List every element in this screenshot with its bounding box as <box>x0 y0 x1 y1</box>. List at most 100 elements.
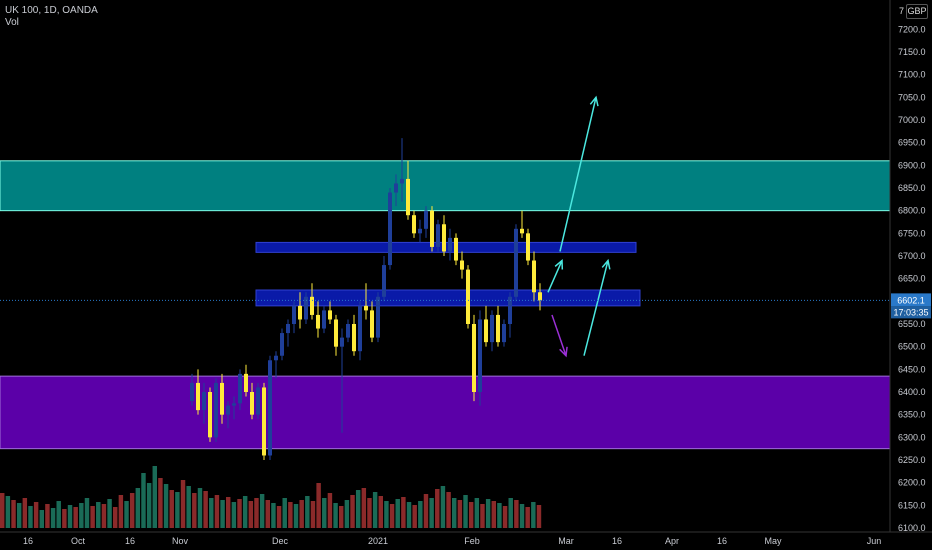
candle-body <box>436 224 440 247</box>
y-tick-label: 6750.0 <box>898 228 926 238</box>
volume-bar <box>480 504 485 528</box>
volume-bar <box>214 495 220 528</box>
candle-body <box>418 228 422 234</box>
volume-bar <box>361 488 367 528</box>
volume-bar <box>282 498 287 528</box>
candle-body <box>238 373 242 404</box>
y-tick-label: 7150.0 <box>898 47 926 57</box>
zone-support <box>0 375 891 450</box>
candle-body <box>514 228 518 297</box>
currency-button[interactable]: GBP <box>906 4 928 19</box>
volume-bar <box>531 502 536 528</box>
y-tick-label: 6800.0 <box>898 206 926 216</box>
y-tick-label: 6550.0 <box>898 319 926 329</box>
x-tick-label: May <box>764 536 782 546</box>
volume-layer <box>0 466 542 528</box>
trend-arrow <box>547 260 563 293</box>
candle-body <box>310 296 314 315</box>
candle-body <box>334 319 338 347</box>
y-axis: 6100.0 6150.0 6200.0 6250.0 6300.0 6350.0 6400… <box>889 0 926 533</box>
volume-bar <box>519 504 525 528</box>
y-tick-label: 6900.0 <box>898 160 926 170</box>
volume-bar <box>197 488 203 528</box>
candle-body <box>292 305 296 324</box>
candle-body <box>412 215 416 234</box>
volume-bar <box>259 494 265 528</box>
volume-bar <box>169 490 174 528</box>
volume-bar <box>175 492 180 528</box>
volume-bar <box>79 503 84 528</box>
volume-bar <box>113 507 118 528</box>
candle-body <box>430 210 434 247</box>
volume-bar <box>226 497 231 528</box>
candle-body <box>220 382 224 415</box>
chart-legend: UK 100, 1D, OANDA Vol <box>5 5 98 29</box>
volume-bar <box>502 506 508 528</box>
volume-bar <box>525 507 530 528</box>
volume-bar <box>457 500 463 528</box>
arrow-head <box>589 95 599 107</box>
candle-body <box>484 319 488 343</box>
volume-bar <box>536 505 542 528</box>
trend-arrow <box>551 314 567 356</box>
volume-bar <box>339 506 344 528</box>
volume-bar <box>5 496 11 528</box>
x-tick-label: Jun <box>867 536 882 546</box>
y-tick-label: 6300.0 <box>898 432 926 442</box>
y-tick-label: 6650.0 <box>898 274 926 284</box>
x-tick-label: 16 <box>612 536 622 546</box>
y-tick-label: 6200.0 <box>898 478 926 488</box>
candle-body <box>226 405 230 415</box>
volume-bar <box>186 486 191 528</box>
candle-body <box>202 392 206 411</box>
y-tick-label: 7000.0 <box>898 115 926 125</box>
volume-bar <box>67 505 73 528</box>
volume-bar <box>350 495 355 528</box>
volume-bar <box>39 510 44 528</box>
candle-body <box>442 224 446 252</box>
volume-bar <box>452 498 457 528</box>
arrow-head <box>554 258 564 270</box>
volume-bar <box>446 492 451 528</box>
volume-bar <box>372 492 378 528</box>
volume-bar <box>378 496 383 528</box>
volume-bar <box>203 491 208 528</box>
candle-body <box>304 296 308 320</box>
candle-body <box>286 324 290 334</box>
volume-bar <box>333 503 338 528</box>
candle-body <box>274 355 278 361</box>
volume-bar <box>107 499 112 528</box>
volume-bar <box>11 500 16 528</box>
volume-bar <box>418 501 423 528</box>
y-tick-label: 6450.0 <box>898 364 926 374</box>
volume-label[interactable]: Vol <box>5 17 19 28</box>
volume-bar <box>288 502 293 528</box>
price-badge-box <box>891 293 931 307</box>
candle-body <box>262 387 266 456</box>
volume-bar <box>435 489 440 528</box>
y-tick-label: 6400.0 <box>898 387 926 397</box>
x-tick-label: 16 <box>23 536 33 546</box>
candle-body <box>280 333 284 356</box>
candle-body <box>526 233 530 261</box>
volume-bar <box>84 498 90 528</box>
volume-bar <box>355 490 361 528</box>
zone-resistance <box>0 160 891 212</box>
x-tick-label: Feb <box>464 536 480 546</box>
volume-bar <box>367 498 372 528</box>
x-tick-label: Apr <box>665 536 679 546</box>
y-tick-label: 7050.0 <box>898 92 926 102</box>
candle-body <box>322 310 326 329</box>
volume-bar <box>276 506 282 528</box>
candle-layer <box>190 138 542 460</box>
y-tick-label: 6150.0 <box>898 500 926 510</box>
x-tick-label: 2021 <box>368 536 388 546</box>
symbol-label[interactable]: UK 100, 1D, OANDA <box>5 5 98 16</box>
volume-bar <box>491 501 496 528</box>
volume-bar <box>209 498 214 528</box>
volume-bar <box>220 500 225 528</box>
volume-bar <box>22 498 28 528</box>
candle-body <box>382 265 386 297</box>
menu-number[interactable]: 7 <box>899 6 905 16</box>
